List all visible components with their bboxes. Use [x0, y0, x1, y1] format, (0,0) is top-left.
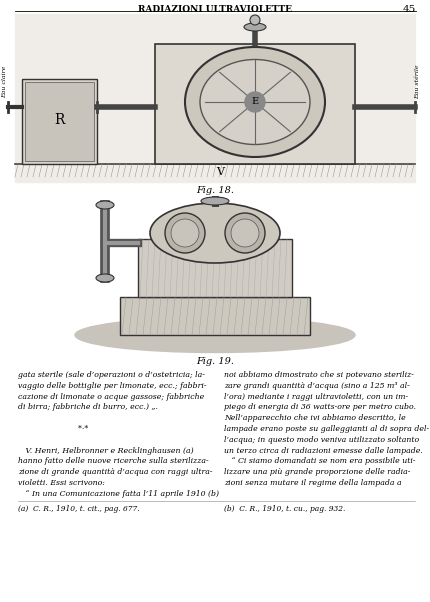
Ellipse shape [75, 317, 354, 353]
Text: zioni senza mutare il regime della lampada a: zioni senza mutare il regime della lampa… [224, 479, 401, 487]
Ellipse shape [184, 47, 324, 157]
Text: Fig. 18.: Fig. 18. [196, 186, 233, 195]
Text: RADIAZIONI ULTRAVIOLETTE: RADIAZIONI ULTRAVIOLETTE [138, 5, 291, 14]
Text: l’acqua; in questo modo veniva utilizzato soltanto: l’acqua; in questo modo veniva utilizzat… [224, 436, 418, 444]
Circle shape [165, 213, 205, 253]
Text: l’ora) mediante i raggi ultravioletti, con un im-: l’ora) mediante i raggi ultravioletti, c… [224, 393, 407, 400]
Bar [25, 82, 94, 161]
Ellipse shape [150, 203, 280, 263]
Text: vaggio delle bottiglie per limonate, ecc.; fabbri-: vaggio delle bottiglie per limonate, ecc… [18, 382, 206, 390]
Text: Eau claire: Eau claire [3, 66, 7, 98]
Text: Fig. 19.: Fig. 19. [196, 357, 233, 366]
Circle shape [230, 219, 258, 247]
Text: V: V [215, 167, 224, 177]
Text: zione di grande quantità d’acqua con raggi ultra-: zione di grande quantità d’acqua con rag… [18, 468, 212, 476]
Text: Eau stérile: Eau stérile [415, 64, 420, 99]
Bar [15, 14, 414, 182]
Text: zare grandi quantità d’acqua (sino a 125 m³ al-: zare grandi quantità d’acqua (sino a 125… [224, 382, 409, 390]
Circle shape [249, 15, 259, 25]
Bar [22, 79, 97, 164]
Text: (a)  C. R., 1910, t. cit., pag. 677.: (a) C. R., 1910, t. cit., pag. 677. [18, 504, 139, 512]
Bar [155, 44, 354, 164]
Circle shape [171, 219, 199, 247]
Text: V. Henri, Helbronner e Recklinghausen (a): V. Henri, Helbronner e Recklinghausen (a… [18, 447, 193, 455]
Text: piego di energia di 36 watts-ore per metro cubo.: piego di energia di 36 watts-ore per met… [224, 403, 415, 411]
Text: noi abbiamo dimostrato che si potevano steriliz-: noi abbiamo dimostrato che si potevano s… [224, 371, 413, 379]
Circle shape [244, 92, 264, 112]
Text: di birra; fabbriche di burro, ecc.) „.: di birra; fabbriche di burro, ecc.) „. [18, 403, 158, 411]
Ellipse shape [200, 197, 228, 205]
Text: gata sterile (sale d’operazioni o d’ostetricia; la-: gata sterile (sale d’operazioni o d’oste… [18, 371, 204, 379]
Bar [120, 297, 309, 335]
Text: violetti. Essi scrivono:: violetti. Essi scrivono: [18, 479, 104, 487]
Text: lampade erano poste su galleggianti al di sopra del-: lampade erano poste su galleggianti al d… [224, 425, 428, 433]
Text: Nell’apparecchio che ivi abbiamo descritto, le: Nell’apparecchio che ivi abbiamo descrit… [224, 414, 405, 422]
Text: lizzare una più grande proporzione delle radia-: lizzare una più grande proporzione delle… [224, 468, 409, 476]
Ellipse shape [243, 23, 265, 31]
Text: hanno fatto delle nuove ricerche sulla sterilizza-: hanno fatto delle nuove ricerche sulla s… [18, 458, 208, 465]
Bar [138, 239, 291, 297]
Ellipse shape [96, 274, 114, 282]
Text: (b)  C. R., 1910, t. cu., pag. 932.: (b) C. R., 1910, t. cu., pag. 932. [224, 504, 344, 512]
Text: R: R [54, 113, 64, 127]
Ellipse shape [96, 201, 114, 209]
Text: 45: 45 [402, 5, 415, 14]
Text: *·*: *·* [18, 425, 88, 433]
Text: E: E [251, 98, 258, 107]
Ellipse shape [200, 60, 309, 144]
Text: “ In una Comunicazione fatta l’11 aprile 1910 (b): “ In una Comunicazione fatta l’11 aprile… [18, 490, 218, 498]
Text: “ Ci siamo domandati se nom era possibile uti-: “ Ci siamo domandati se nom era possibil… [224, 458, 415, 465]
Circle shape [224, 213, 264, 253]
Text: un terzo circa di radiazioni emesse dalle lampade.: un terzo circa di radiazioni emesse dall… [224, 447, 422, 455]
Text: cazione di limonate o acque gassose; fabbriche: cazione di limonate o acque gassose; fab… [18, 393, 204, 400]
